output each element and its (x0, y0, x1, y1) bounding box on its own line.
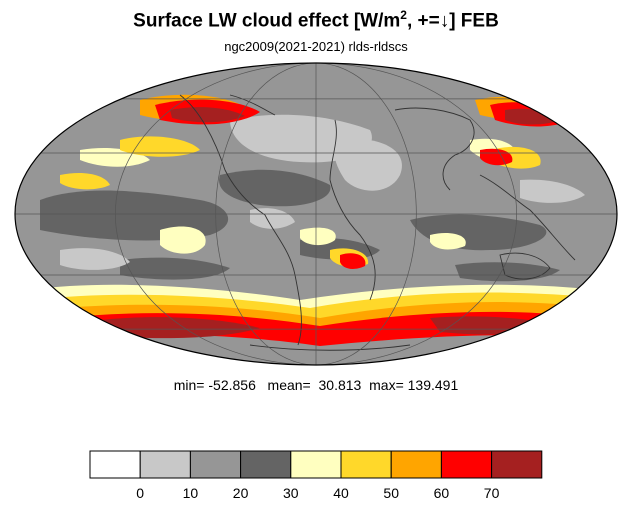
chart-subtitle: ngc2009(2021-2021) rlds-rldscs (224, 39, 408, 54)
field-patch-pale-yellow (160, 226, 206, 254)
field-patch-light-gray (520, 179, 585, 203)
coastline (499, 252, 551, 280)
title-superscript: 2 (400, 8, 407, 22)
colorbar-box (189, 450, 242, 479)
field-patch-pale-yellow (30, 284, 600, 315)
coastline (329, 119, 376, 301)
map-field (15, 63, 617, 365)
colorbar-box (340, 450, 392, 479)
field-patch-light-gray (60, 248, 130, 270)
field-patch-dark-gray (455, 262, 560, 282)
colorbar-box (89, 450, 141, 479)
chart-title: Surface LW cloud effect [W/m2, +=↓] FEB (0, 8, 632, 32)
colorbar-box (290, 450, 342, 479)
graticule (15, 63, 617, 365)
max-value: 139.491 (407, 377, 459, 393)
title-suffix: , +=↓] FEB (406, 10, 499, 32)
colorbar-box (440, 450, 493, 479)
colorbar-box (240, 450, 292, 479)
field-patch-light-gray (250, 208, 295, 229)
mean-value: 30.813 (318, 377, 362, 393)
meridian-line (114, 63, 518, 365)
colorbar-tick-label: 30 (283, 485, 299, 501)
colorbar-tick-label: 40 (333, 485, 349, 501)
coastline (479, 174, 576, 261)
field-patch-orange (40, 302, 600, 336)
colorbar-boxes (89, 450, 543, 479)
colorbar-tick-label: 20 (233, 485, 249, 501)
field-patch-yellow (60, 173, 110, 190)
field-patch-dark-red (505, 108, 560, 125)
meridian-line (215, 63, 417, 365)
field-patch-dark-red (170, 107, 245, 123)
field-patch-dark-gray (120, 257, 230, 280)
field-patch-dark-gray (219, 169, 331, 207)
coastline (249, 344, 411, 351)
colorbar-tick-label: 60 (434, 485, 450, 501)
colorbar-box (390, 450, 442, 479)
title-prefix: Surface LW cloud effect [W/m (133, 10, 401, 32)
colorbar-tick-label: 70 (484, 485, 500, 501)
coastline (179, 94, 302, 346)
field-patch-dark-red (100, 317, 260, 339)
coastline (394, 107, 475, 191)
colorbar-tick-label: 50 (383, 485, 399, 501)
max-label: max= (369, 377, 404, 393)
field-patch-light-gray (334, 139, 402, 191)
field-patch-red (340, 253, 366, 269)
coastlines (179, 94, 576, 351)
field-patch-yellow (30, 292, 605, 322)
map-outline (14, 62, 618, 366)
field-patch-pale-yellow (300, 227, 336, 246)
colorbar-box (139, 450, 191, 479)
field-patch-pale-yellow (430, 233, 466, 250)
min-label: min= (173, 377, 205, 393)
coastline (229, 94, 276, 116)
field-statistics: min= -52.856 mean= 30.813 max= 139.491 (0, 377, 632, 393)
min-value: -52.856 (208, 377, 256, 393)
mean-label: mean= (267, 377, 311, 393)
colorbar-labels: 0 10 20 30 40 50 60 70 (136, 485, 499, 501)
colorbar-tick-label: 0 (136, 485, 144, 501)
colorbar-box (491, 450, 543, 479)
colorbar-tick-label: 10 (183, 485, 199, 501)
